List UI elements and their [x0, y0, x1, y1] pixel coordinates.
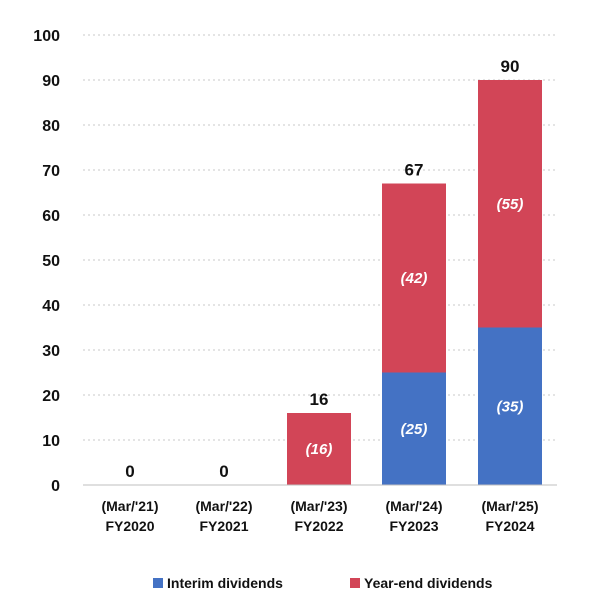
- segment-data-label-year-end-3: (42): [401, 270, 428, 287]
- bar-segment-year-end-3: [382, 183, 446, 373]
- x-tick-label-fy-1: FY2021: [199, 518, 248, 534]
- total-label-4: 90: [501, 57, 520, 76]
- y-tick-label-60: 60: [42, 208, 60, 225]
- legend-swatch-year-end: [350, 578, 360, 588]
- y-tick-label-40: 40: [42, 298, 60, 315]
- x-tick-label-period-0: (Mar/'21): [101, 498, 158, 514]
- bar-segment-year-end-4: [478, 80, 542, 328]
- x-tick-label-period-2: (Mar/'23): [290, 498, 347, 514]
- y-tick-label-20: 20: [42, 388, 60, 405]
- x-tick-label-period-4: (Mar/'25): [481, 498, 538, 514]
- total-label-0: 0: [125, 462, 134, 481]
- y-tick-label-80: 80: [42, 118, 60, 135]
- total-label-3: 67: [405, 161, 424, 180]
- bar-segment-year-end-2: [287, 413, 351, 485]
- y-tick-label-90: 90: [42, 73, 60, 90]
- y-tick-label-100: 100: [33, 28, 60, 45]
- x-tick-label-fy-4: FY2024: [485, 518, 534, 534]
- segment-data-label-year-end-2: (16): [306, 441, 333, 458]
- x-tick-label-fy-3: FY2023: [389, 518, 438, 534]
- segment-data-label-interim-4: (35): [497, 398, 524, 415]
- y-tick-label-10: 10: [42, 433, 60, 450]
- y-tick-label-70: 70: [42, 163, 60, 180]
- legend-label-interim: Interim dividends: [167, 575, 283, 591]
- x-tick-label-fy-0: FY2020: [105, 518, 154, 534]
- x-tick-label-fy-2: FY2022: [294, 518, 343, 534]
- segment-data-label-interim-3: (25): [401, 421, 428, 438]
- x-tick-label-period-1: (Mar/'22): [195, 498, 252, 514]
- y-tick-label-50: 50: [42, 253, 60, 270]
- total-label-2: 16: [310, 390, 329, 409]
- legend-label-year-end: Year-end dividends: [364, 575, 493, 591]
- bar-segment-interim-3: [382, 372, 446, 485]
- legend-swatch-interim: [153, 578, 163, 588]
- bar-segment-interim-4: [478, 327, 542, 485]
- segment-data-label-year-end-4: (55): [497, 196, 524, 213]
- total-label-1: 0: [219, 462, 228, 481]
- y-tick-label-30: 30: [42, 343, 60, 360]
- y-tick-label-0: 0: [51, 478, 60, 495]
- x-tick-label-period-3: (Mar/'24): [385, 498, 442, 514]
